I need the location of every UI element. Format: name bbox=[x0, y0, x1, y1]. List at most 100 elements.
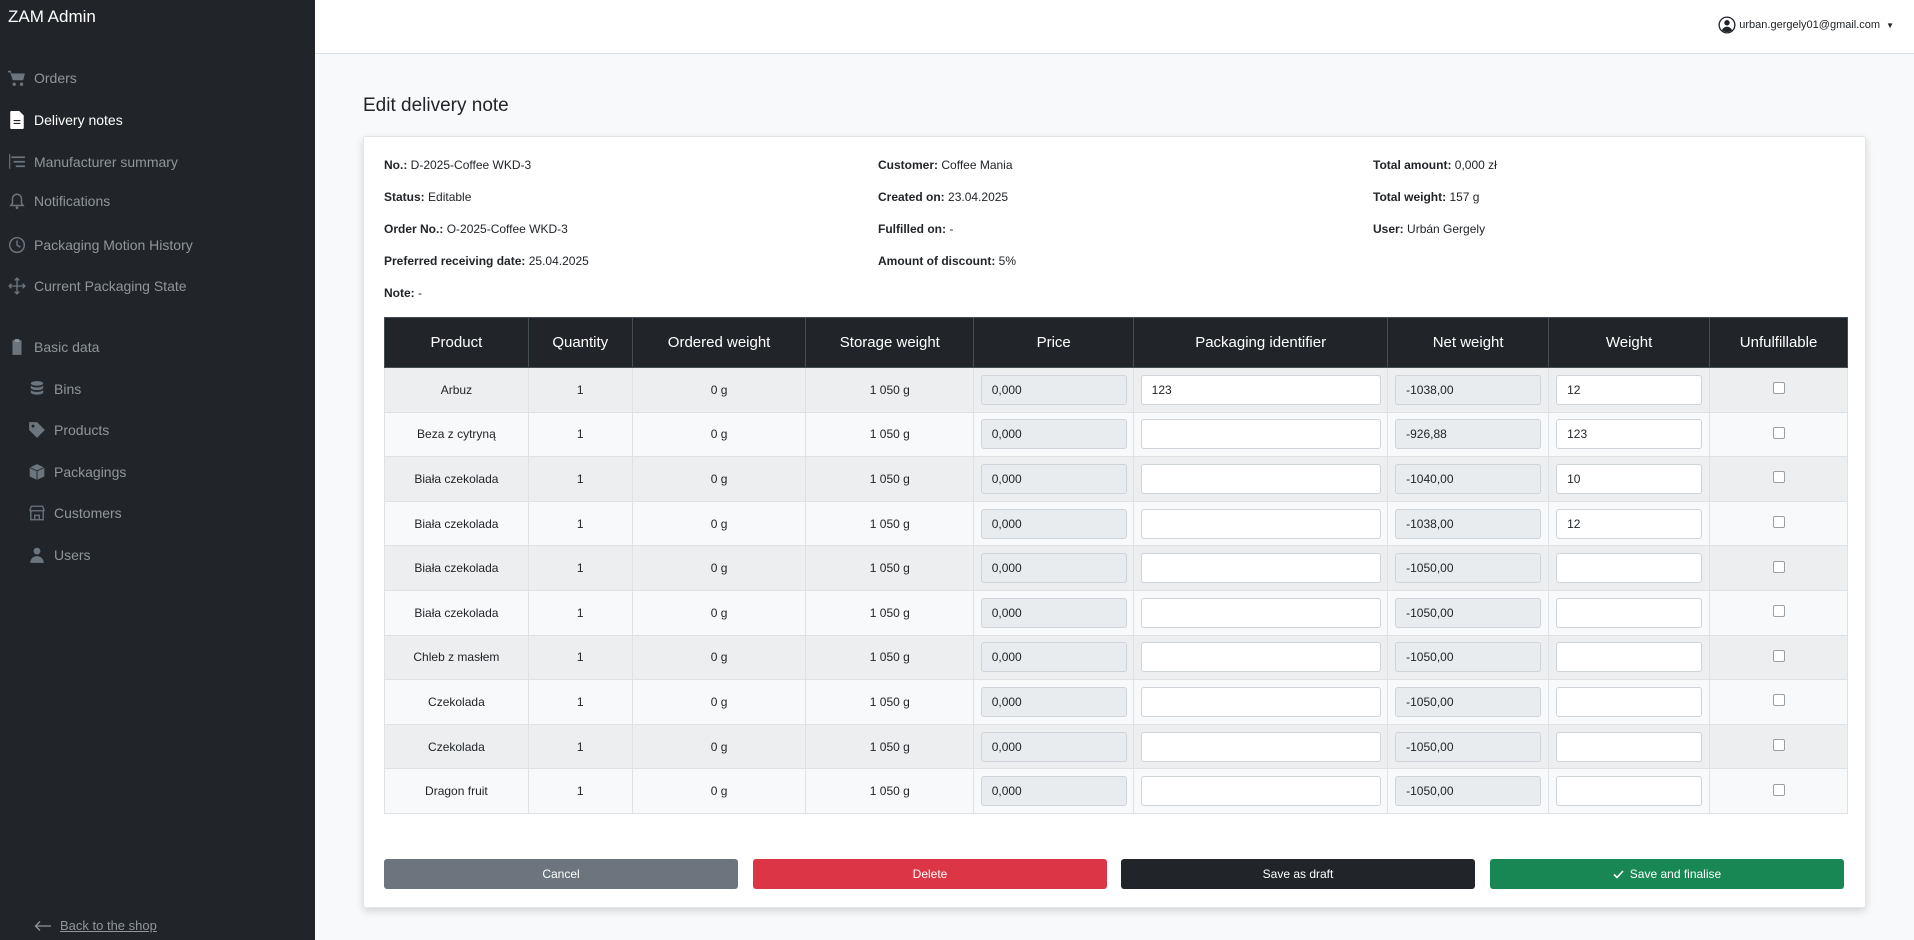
unfulfillable-checkbox[interactable] bbox=[1772, 694, 1785, 707]
cell-storage-weight: 1 050 g bbox=[805, 500, 975, 547]
cell-price bbox=[973, 723, 1135, 770]
unfulfillable-checkbox[interactable] bbox=[1772, 783, 1785, 796]
unfulfillable-checkbox[interactable] bbox=[1772, 516, 1785, 529]
box-icon bbox=[28, 463, 46, 481]
cell-price bbox=[973, 500, 1135, 547]
cell-storage-weight: 1 050 g bbox=[805, 679, 975, 725]
packaging-identifier-input[interactable] bbox=[1140, 553, 1381, 584]
cell-quantity: 1 bbox=[527, 456, 633, 502]
shop-icon bbox=[28, 504, 46, 522]
price-field[interactable] bbox=[980, 419, 1127, 450]
price-field[interactable] bbox=[980, 597, 1127, 628]
column-header-product: Product bbox=[384, 317, 529, 368]
net-weight-field[interactable] bbox=[1395, 463, 1542, 494]
net-weight-field[interactable] bbox=[1395, 553, 1542, 584]
database-icon bbox=[28, 380, 46, 398]
weight-input[interactable] bbox=[1556, 731, 1703, 762]
cell-price bbox=[973, 456, 1135, 502]
weight-input[interactable] bbox=[1556, 686, 1703, 717]
net-weight-field[interactable] bbox=[1395, 374, 1542, 405]
column-header-weight: Weight bbox=[1548, 317, 1711, 368]
sidebar-item-manufacturer-summary[interactable]: Manufacturer summary bbox=[8, 147, 178, 177]
net-weight-field[interactable] bbox=[1395, 419, 1542, 450]
packaging-identifier-input[interactable] bbox=[1140, 597, 1381, 628]
cell-unfulfillable bbox=[1709, 723, 1848, 770]
sidebar-item-users[interactable]: Users bbox=[28, 540, 91, 570]
bell-icon bbox=[8, 192, 26, 210]
price-field[interactable] bbox=[980, 374, 1127, 405]
price-field[interactable] bbox=[980, 776, 1127, 807]
weight-input[interactable] bbox=[1556, 642, 1703, 673]
net-weight-field[interactable] bbox=[1395, 776, 1542, 807]
unfulfillable-checkbox[interactable] bbox=[1772, 739, 1785, 752]
info-status: Status: Editable bbox=[384, 190, 472, 204]
net-weight-field[interactable] bbox=[1395, 642, 1542, 673]
price-field[interactable] bbox=[980, 508, 1127, 539]
cell-unfulfillable bbox=[1709, 545, 1848, 591]
user-menu[interactable]: urban.gergely01@gmail.com ▼ bbox=[1718, 16, 1894, 34]
unfulfillable-checkbox[interactable] bbox=[1772, 471, 1785, 484]
weight-input[interactable] bbox=[1556, 419, 1703, 450]
clipboard-icon bbox=[8, 338, 26, 356]
packaging-identifier-input[interactable] bbox=[1140, 776, 1381, 807]
sidebar-item-packaging-motion-history[interactable]: Packaging Motion History bbox=[8, 230, 193, 260]
check-icon bbox=[1613, 869, 1624, 879]
sidebar-item-current-packaging-state[interactable]: Current Packaging State bbox=[8, 271, 187, 301]
sidebar-item-basic-data[interactable]: Basic data bbox=[8, 332, 99, 362]
sidebar-item-orders[interactable]: Orders bbox=[8, 63, 77, 93]
cell-storage-weight: 1 050 g bbox=[805, 545, 975, 591]
unfulfillable-checkbox[interactable] bbox=[1772, 649, 1785, 662]
price-field[interactable] bbox=[980, 686, 1127, 717]
weight-input[interactable] bbox=[1556, 553, 1703, 584]
net-weight-field[interactable] bbox=[1395, 597, 1542, 628]
price-field[interactable] bbox=[980, 731, 1127, 762]
packaging-identifier-input[interactable] bbox=[1140, 419, 1381, 450]
sidebar-item-delivery-notes[interactable]: Delivery notes bbox=[8, 105, 123, 135]
packaging-identifier-input[interactable] bbox=[1140, 374, 1381, 405]
packaging-identifier-input[interactable] bbox=[1140, 731, 1381, 762]
cell-packaging-identifier bbox=[1133, 768, 1389, 814]
price-field[interactable] bbox=[980, 553, 1127, 584]
unfulfillable-checkbox[interactable] bbox=[1772, 560, 1785, 573]
weight-input[interactable] bbox=[1556, 508, 1703, 539]
unfulfillable-checkbox[interactable] bbox=[1772, 382, 1785, 395]
app-title[interactable]: ZAM Admin bbox=[8, 7, 96, 26]
net-weight-field[interactable] bbox=[1395, 686, 1542, 717]
cell-packaging-identifier bbox=[1133, 411, 1389, 458]
cell-storage-weight: 1 050 g bbox=[805, 456, 975, 502]
net-weight-field[interactable] bbox=[1395, 731, 1542, 762]
cancel-button[interactable]: Cancel bbox=[384, 859, 738, 889]
save-and-finalise-button[interactable]: Save and finalise bbox=[1490, 859, 1844, 889]
sidebar-item-bins[interactable]: Bins bbox=[28, 374, 81, 404]
packaging-identifier-input[interactable] bbox=[1140, 508, 1381, 539]
net-weight-field[interactable] bbox=[1395, 508, 1542, 539]
packaging-identifier-input[interactable] bbox=[1140, 642, 1381, 673]
save-as-draft-button[interactable]: Save as draft bbox=[1121, 859, 1475, 889]
info-fulfilled-on: Fulfilled on: - bbox=[878, 222, 954, 236]
column-header-quantity: Quantity bbox=[527, 317, 633, 368]
weight-input[interactable] bbox=[1556, 374, 1703, 405]
unfulfillable-checkbox[interactable] bbox=[1772, 426, 1785, 439]
file-icon bbox=[8, 111, 26, 129]
unfulfillable-checkbox[interactable] bbox=[1772, 605, 1785, 618]
delete-button[interactable]: Delete bbox=[753, 859, 1107, 889]
weight-input[interactable] bbox=[1556, 776, 1703, 807]
cell-weight bbox=[1548, 723, 1711, 770]
price-field[interactable] bbox=[980, 642, 1127, 673]
weight-input[interactable] bbox=[1556, 597, 1703, 628]
sidebar-item-customers[interactable]: Customers bbox=[28, 498, 122, 528]
cell-ordered-weight: 0 g bbox=[631, 768, 807, 814]
sidebar-item-products[interactable]: Products bbox=[28, 415, 109, 445]
list-tree-icon bbox=[8, 153, 26, 171]
cell-product: Arbuz bbox=[384, 367, 529, 413]
weight-input[interactable] bbox=[1556, 463, 1703, 494]
back-to-shop-link[interactable]: Back to the shop bbox=[34, 918, 157, 933]
column-header-packaging-identifier: Packaging identifier bbox=[1133, 317, 1389, 368]
packaging-identifier-input[interactable] bbox=[1140, 686, 1381, 717]
packaging-identifier-input[interactable] bbox=[1140, 463, 1381, 494]
sidebar-item-notifications[interactable]: Notifications bbox=[8, 186, 110, 216]
price-field[interactable] bbox=[980, 463, 1127, 494]
sidebar-item-packagings[interactable]: Packagings bbox=[28, 457, 126, 487]
cell-weight bbox=[1548, 500, 1711, 547]
sidebar-item-label: Delivery notes bbox=[34, 112, 123, 128]
